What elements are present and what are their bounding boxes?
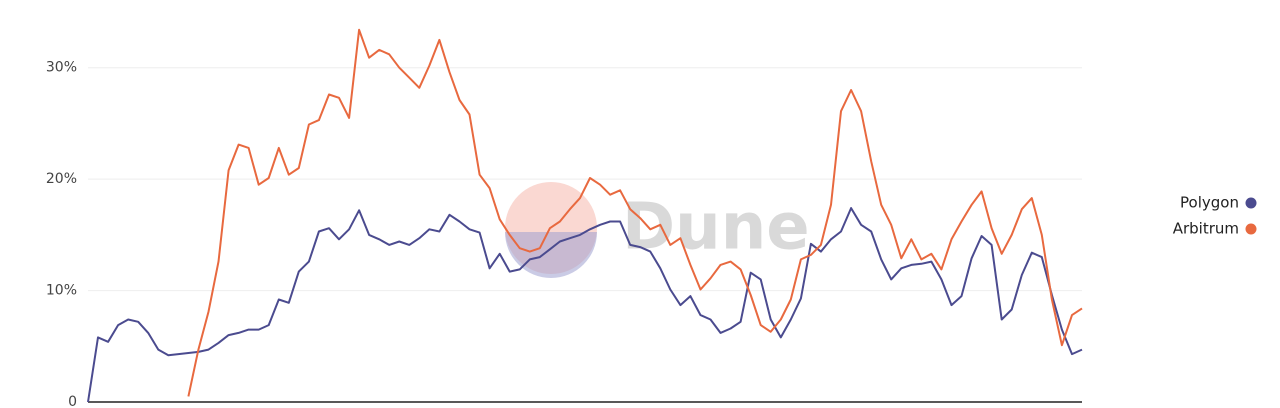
- legend-label: Arbitrum: [1173, 220, 1239, 238]
- watermark-logo-half: [505, 232, 597, 278]
- y-tick-label: 0: [68, 394, 77, 408]
- y-tick-label: 30%: [46, 60, 77, 76]
- legend-label: Polygon: [1180, 194, 1239, 212]
- legend-marker: [1245, 223, 1257, 235]
- y-tick-label: 20%: [46, 171, 77, 187]
- line-series: [187, 28, 1083, 397]
- y-tick-label: 10%: [46, 283, 77, 299]
- line-series: [87, 207, 1083, 403]
- legend-marker: [1245, 197, 1257, 209]
- watermark-text: Dune: [622, 191, 810, 265]
